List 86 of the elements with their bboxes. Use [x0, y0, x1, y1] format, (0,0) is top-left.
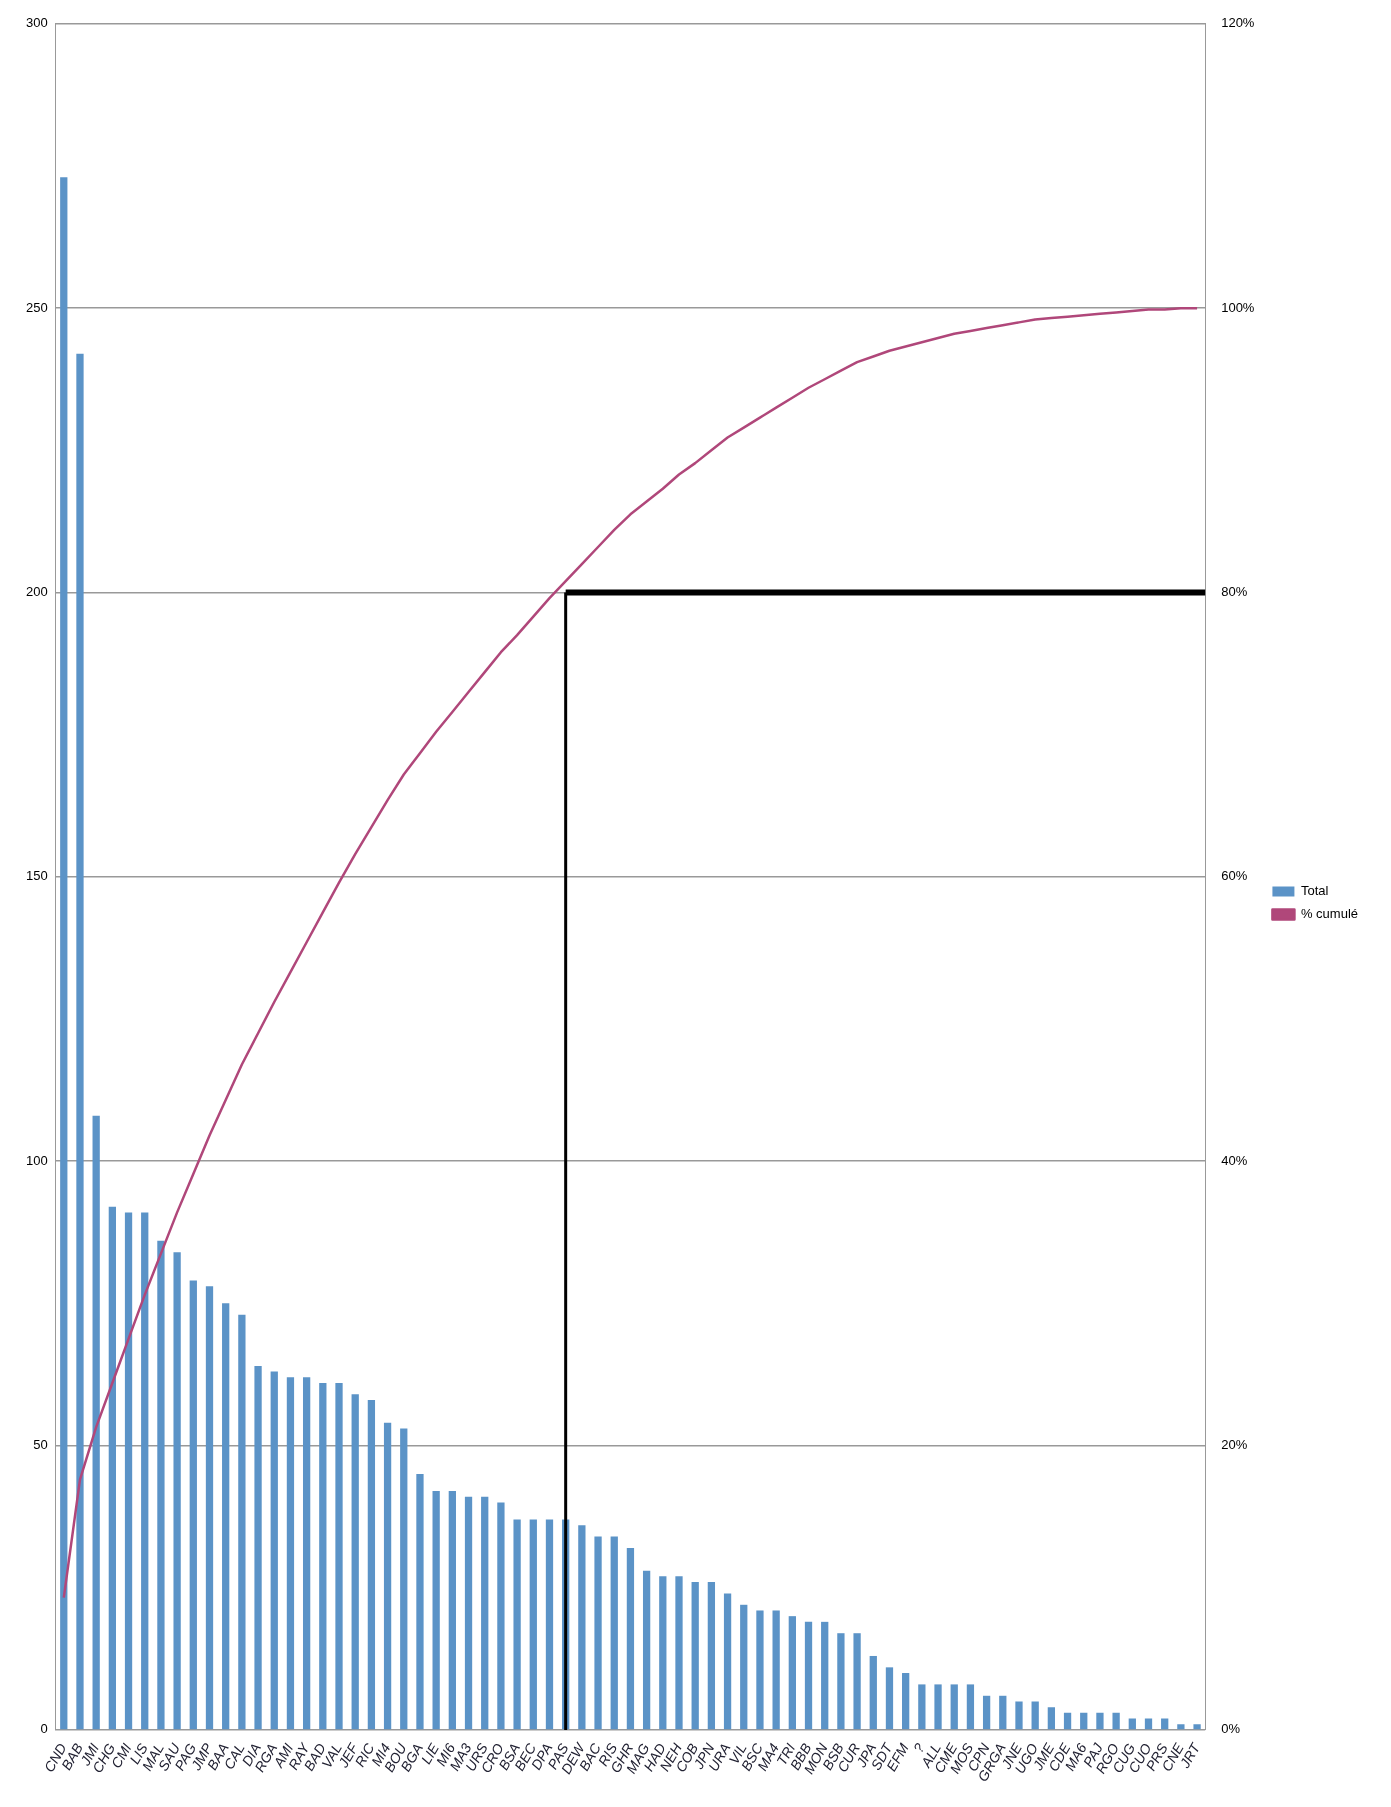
bar [837, 1633, 845, 1730]
bar [885, 1667, 894, 1730]
bar [173, 1252, 181, 1730]
bar [966, 1684, 975, 1730]
y2-tick-label: 40% [1221, 1152, 1248, 1168]
y2-tick-label: 120% [1221, 15, 1255, 31]
bar [497, 1502, 505, 1730]
bar [1031, 1701, 1039, 1730]
bar [222, 1303, 230, 1730]
bar [691, 1582, 699, 1730]
y-tick-label: 0 [40, 1721, 48, 1737]
bar [92, 1115, 100, 1730]
bar [1177, 1724, 1185, 1730]
bar [464, 1496, 473, 1730]
y2-tick-label: 80% [1221, 584, 1248, 600]
bar [254, 1365, 262, 1730]
bar [610, 1536, 618, 1730]
bar [545, 1519, 554, 1730]
bar [804, 1621, 813, 1730]
bar [675, 1576, 683, 1730]
y-tick-label: 50 [33, 1437, 48, 1453]
bar [1063, 1712, 1072, 1730]
y2-tick-label: 20% [1221, 1437, 1248, 1453]
bar [529, 1519, 537, 1730]
bar [1128, 1718, 1136, 1730]
bar [853, 1633, 861, 1730]
y-tick-label: 200 [25, 584, 48, 600]
bar [108, 1206, 116, 1730]
y2-tick-label: 0% [1221, 1721, 1241, 1737]
bar [513, 1519, 521, 1730]
bar [141, 1212, 149, 1730]
bar [1047, 1707, 1056, 1730]
y-tick-label: 100 [25, 1152, 48, 1168]
bar [756, 1610, 764, 1730]
bar [723, 1593, 732, 1730]
bar [999, 1695, 1007, 1730]
bar [772, 1610, 780, 1730]
y-tick-label: 300 [25, 15, 48, 31]
bar [1161, 1718, 1169, 1730]
bar [821, 1621, 829, 1730]
bar [335, 1382, 343, 1730]
y2-tick-label: 60% [1221, 868, 1248, 884]
bar [788, 1616, 796, 1730]
bar [902, 1673, 910, 1730]
y-tick-label: 250 [25, 299, 48, 315]
bar [286, 1377, 295, 1730]
bar [642, 1570, 651, 1730]
y-tick-label: 150 [25, 868, 48, 884]
bar [367, 1400, 376, 1730]
bar [578, 1525, 586, 1730]
bar [982, 1695, 991, 1730]
bar [76, 353, 84, 1730]
bar [869, 1655, 877, 1730]
bar [400, 1428, 408, 1730]
bar [1096, 1712, 1104, 1730]
bar [1080, 1712, 1088, 1730]
bar [934, 1684, 942, 1730]
bar [302, 1377, 311, 1730]
legend-label: % cumulé [1300, 906, 1358, 922]
y2-tick-label: 100% [1221, 299, 1255, 315]
bar [351, 1394, 359, 1730]
bar [448, 1491, 456, 1730]
bar [918, 1684, 926, 1730]
bar [270, 1371, 278, 1730]
bar [124, 1212, 133, 1730]
bar [432, 1491, 440, 1730]
legend-label: Total [1300, 883, 1329, 899]
bar [740, 1604, 748, 1730]
bar [60, 177, 68, 1730]
bar [189, 1280, 197, 1730]
bar [238, 1314, 246, 1730]
bar [950, 1684, 958, 1730]
bar [481, 1496, 489, 1730]
bar [659, 1576, 667, 1730]
bar [626, 1547, 635, 1730]
bar [383, 1422, 392, 1730]
bar [594, 1536, 602, 1730]
bar [319, 1382, 327, 1730]
bar [157, 1240, 165, 1730]
bar [1193, 1724, 1201, 1730]
bar [1015, 1701, 1023, 1730]
bar [1144, 1718, 1153, 1730]
bar [416, 1473, 424, 1730]
bar [707, 1582, 716, 1730]
bar [205, 1286, 214, 1730]
bar [1112, 1712, 1120, 1730]
